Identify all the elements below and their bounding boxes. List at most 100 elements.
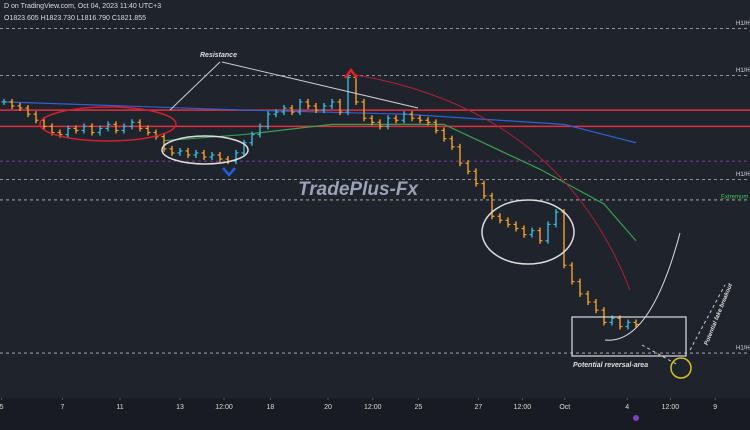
price-bar — [305, 98, 311, 109]
price-bar — [593, 299, 599, 314]
price-bar — [569, 262, 575, 285]
x-tick-label: 12:00 — [514, 404, 532, 411]
price-bar — [201, 149, 207, 161]
price-bar — [209, 151, 215, 161]
high-marker — [344, 67, 358, 79]
price-bar — [161, 133, 167, 152]
price-bar — [425, 117, 431, 126]
time-axis — [0, 398, 750, 430]
price-bar — [457, 143, 463, 167]
header: D on TradingView.com, Oct 04, 2023 11:40… — [4, 3, 161, 10]
level-label: H1/H — [736, 21, 750, 27]
price-bar — [377, 119, 383, 130]
price-bar — [169, 145, 175, 156]
price-bar — [545, 221, 551, 244]
ohlc-readout: O1823.605 H1823.730 L1816.790 C1821.855 — [4, 15, 146, 22]
price-bar — [177, 147, 183, 156]
price-bar — [513, 221, 519, 232]
price-bar — [417, 115, 423, 124]
annotation: Resistance — [200, 52, 237, 59]
level-label: H1/H — [736, 68, 750, 74]
price-bar — [617, 315, 623, 330]
x-tick-label: 9 — [713, 404, 717, 411]
price-bar — [329, 98, 335, 109]
low-marker — [222, 167, 236, 177]
x-tick-label: 25 — [415, 404, 423, 411]
price-bar — [281, 105, 287, 116]
price-bar — [441, 127, 447, 142]
price-bar — [217, 151, 223, 163]
event-icon — [633, 415, 639, 421]
price-bar — [529, 227, 535, 238]
price-bar — [73, 125, 79, 134]
price-bar — [489, 192, 495, 220]
price-bar — [185, 147, 191, 158]
price-bar — [497, 213, 503, 224]
price-bar — [345, 74, 351, 116]
price-bar — [585, 290, 591, 306]
range-ellipse — [39, 106, 177, 142]
price-bar — [65, 125, 71, 138]
price-bar — [265, 111, 271, 130]
price-bar — [193, 149, 199, 158]
x-tick-label: 18 — [267, 404, 275, 411]
price-bar — [321, 102, 327, 114]
projection-arrow — [355, 74, 631, 291]
price-bar — [257, 123, 263, 138]
price-bar — [601, 307, 607, 326]
x-tick-label: 5 — [0, 404, 4, 411]
price-bar — [145, 125, 151, 136]
price-bar — [121, 123, 127, 134]
price-bar — [505, 217, 511, 228]
marks-layer: 5 7 11 13 12:00 18 20 12:00 25 27 12:00 Oct 4 12:00 9 H… — [0, 21, 750, 411]
price-bar — [401, 111, 407, 124]
price-bar — [129, 119, 135, 130]
price-bar — [433, 119, 439, 134]
range-ellipse — [161, 135, 249, 165]
level-label: H1/H — [736, 346, 750, 352]
price-bar — [81, 123, 87, 134]
x-tick-label: 12:00 — [215, 404, 233, 411]
price-bar — [89, 123, 95, 136]
price-bar — [17, 102, 23, 112]
annotation: Extremum — [721, 195, 748, 201]
x-tick-label: 12:00 — [662, 404, 680, 411]
price-bar — [137, 119, 143, 132]
price-bar — [369, 115, 375, 126]
price-bar — [521, 225, 527, 238]
price-bar — [393, 115, 399, 124]
price-bar — [633, 319, 639, 328]
level-label: H1/H — [736, 172, 750, 178]
price-bar — [473, 168, 479, 187]
price-bar — [361, 98, 367, 122]
x-tick-label: 27 — [475, 404, 483, 411]
price-bar — [297, 98, 303, 116]
x-tick-label: 20 — [324, 404, 332, 411]
price-bar — [249, 131, 255, 146]
price-bar — [105, 121, 111, 132]
price-bar — [625, 319, 631, 330]
price-bar — [289, 105, 295, 116]
price-bar — [9, 98, 15, 109]
price-bar — [449, 135, 455, 150]
price-bar — [409, 111, 415, 122]
price-bar — [313, 102, 319, 114]
price-bar — [553, 209, 559, 228]
target-circle — [670, 357, 692, 379]
moving-average — [163, 123, 637, 242]
reversal-box — [571, 316, 687, 357]
price-bar — [25, 105, 31, 118]
price-bar — [241, 139, 247, 156]
price-bar — [537, 227, 543, 244]
price-bar — [1, 98, 7, 105]
pointer — [169, 61, 221, 111]
annotation: Potential reversal-area — [573, 362, 648, 369]
projection-arrow — [641, 344, 679, 366]
projection-arrow — [689, 284, 726, 351]
price-bar — [385, 115, 391, 130]
x-tick-label: Oct — [559, 404, 570, 411]
x-tick-label: 7 — [60, 404, 64, 411]
x-tick-label: 13 — [176, 404, 184, 411]
